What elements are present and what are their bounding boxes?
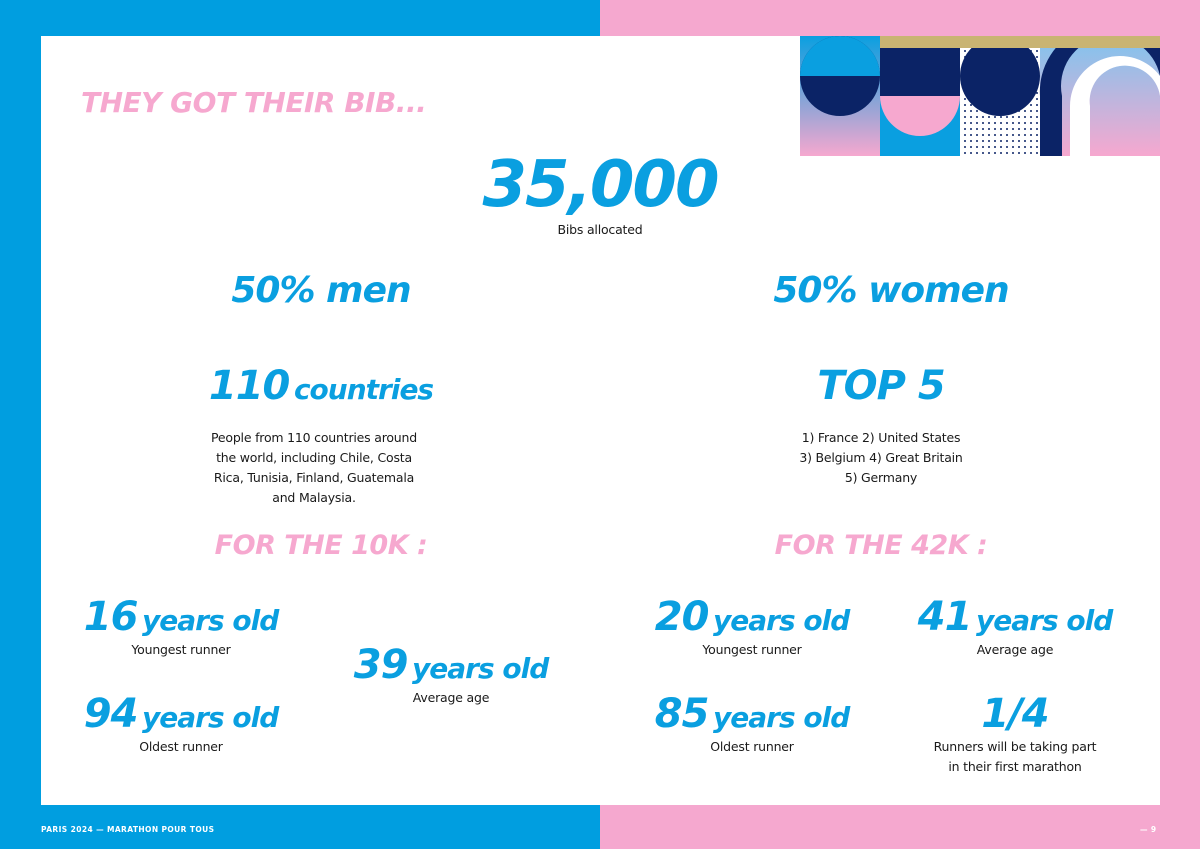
stat-42k-oldest-value: 85 bbox=[654, 691, 710, 737]
footer-left: PARIS 2024 — MARATHON POUR TOUS bbox=[41, 825, 215, 834]
stat-10k-average: 39 years old Average age bbox=[341, 642, 561, 708]
stat-42k-first-marathon: 1/4 Runners will be taking part in their… bbox=[905, 691, 1125, 777]
stat-42k-oldest-label: Oldest runner bbox=[710, 739, 794, 754]
bibs-block: 35,000 Bibs allocated bbox=[400, 148, 800, 240]
stat-42k-average-unit: years old bbox=[976, 604, 1113, 637]
top5-title: TOP 5 bbox=[817, 363, 945, 409]
stat-42k-average-label: Average age bbox=[976, 642, 1054, 657]
stat-10k-oldest: 94 years old Oldest runner bbox=[71, 691, 291, 757]
top5-line-1: 1) France 2) United States bbox=[801, 430, 961, 445]
stat-42k-first-line-1: Runners will be taking part bbox=[933, 739, 1097, 754]
stat-10k-oldest-unit: years old bbox=[142, 701, 279, 734]
women-stat: 50% women bbox=[773, 270, 1009, 311]
section-10k-title: FOR THE 10K : bbox=[214, 530, 428, 561]
page-title: THEY GOT THEIR BIB... bbox=[81, 86, 427, 119]
countries-unit: countries bbox=[293, 373, 434, 406]
men-stat: 50% men bbox=[231, 270, 411, 311]
stat-10k-oldest-value: 94 bbox=[83, 691, 139, 737]
stat-10k-youngest: 16 years old Youngest runner bbox=[71, 594, 291, 660]
countries-block: 110 countries bbox=[161, 363, 481, 409]
countries-value: 110 bbox=[208, 363, 290, 409]
top5-line-3: 5) Germany bbox=[844, 470, 918, 485]
section-42k-title: FOR THE 42K : bbox=[774, 530, 988, 561]
stat-42k-average-value: 41 bbox=[917, 594, 973, 640]
countries-description: People from 110 countries around the wor… bbox=[210, 430, 417, 505]
bibs-label: Bibs allocated bbox=[557, 222, 643, 237]
stat-10k-average-label: Average age bbox=[412, 690, 490, 705]
bibs-value: 35,000 bbox=[482, 148, 720, 222]
footer-page-number: — 9 bbox=[1140, 825, 1157, 834]
content-sheet: THEY GOT THEIR BIB... 35,000 Bibs alloca… bbox=[41, 36, 1160, 805]
stat-42k-first-value: 1/4 bbox=[981, 691, 1049, 737]
decorative-pattern bbox=[800, 36, 1160, 156]
stat-42k-youngest: 20 years old Youngest runner bbox=[637, 594, 867, 660]
countries-heading: 110 countries bbox=[161, 363, 481, 409]
stat-42k-first-line-2: in their first marathon bbox=[948, 759, 1082, 774]
stat-10k-youngest-label: Youngest runner bbox=[131, 642, 231, 657]
stat-10k-youngest-unit: years old bbox=[142, 604, 279, 637]
stat-42k-oldest: 85 years old Oldest runner bbox=[637, 691, 867, 757]
top5-line-2: 3) Belgium 4) Great Britain bbox=[799, 450, 963, 465]
stat-10k-youngest-value: 16 bbox=[83, 594, 139, 640]
stat-42k-oldest-unit: years old bbox=[713, 701, 850, 734]
stat-42k-youngest-value: 20 bbox=[654, 594, 710, 640]
stat-42k-youngest-label: Youngest runner bbox=[702, 642, 802, 657]
stat-10k-average-value: 39 bbox=[353, 642, 409, 688]
stat-10k-average-unit: years old bbox=[412, 652, 549, 685]
stat-42k-average: 41 years old Average age bbox=[905, 594, 1125, 660]
stat-42k-youngest-unit: years old bbox=[713, 604, 850, 637]
stat-10k-oldest-label: Oldest runner bbox=[139, 739, 223, 754]
top5-list: 1) France 2) United States 3) Belgium 4)… bbox=[731, 428, 1031, 488]
